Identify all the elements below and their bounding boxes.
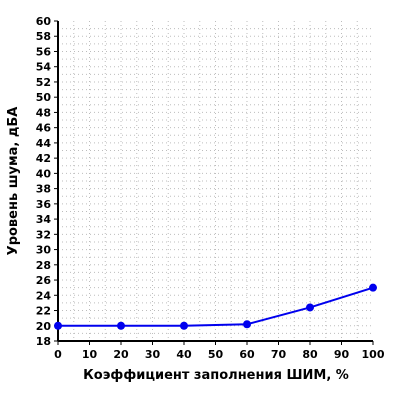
- x-tick-label: 100: [362, 348, 385, 361]
- x-tick-label: 10: [82, 348, 98, 361]
- x-tick-label: 50: [208, 348, 224, 361]
- y-tick-label: 36: [36, 198, 52, 211]
- y-tick-label: 32: [36, 228, 51, 241]
- y-axis-label: Уровень шума, дБА: [6, 107, 21, 256]
- y-tick-label: 48: [36, 106, 51, 119]
- x-tick-label: 60: [239, 348, 255, 361]
- y-tick-label: 44: [36, 137, 52, 150]
- grid-lines: [58, 21, 373, 341]
- series-group: [54, 283, 377, 330]
- y-tick-label: 34: [36, 213, 52, 226]
- y-tick-label: 28: [36, 259, 51, 272]
- x-tick-label: 80: [302, 348, 318, 361]
- y-tick-label: 46: [36, 122, 52, 135]
- y-tick-label: 54: [36, 61, 52, 74]
- x-tick-label: 40: [176, 348, 192, 361]
- y-tick-label: 40: [36, 167, 52, 180]
- x-tick-label: 70: [271, 348, 287, 361]
- data-point: [54, 321, 62, 330]
- y-tick-label: 18: [36, 335, 51, 348]
- y-tick-label: 24: [36, 289, 52, 302]
- y-tick-label: 30: [36, 244, 52, 257]
- data-point: [369, 283, 377, 292]
- x-tick-labels: 0 10 20 30 40 50 60 70 80 90 100: [54, 348, 385, 361]
- data-point: [243, 320, 251, 329]
- data-point: [306, 303, 314, 312]
- x-axis-label: Коэффициент заполнения ШИМ, %: [83, 368, 349, 383]
- y-tick-label: 50: [36, 91, 52, 104]
- y-tick-label: 22: [36, 305, 51, 318]
- data-point: [117, 321, 125, 330]
- y-tick-label: 26: [36, 274, 52, 287]
- y-tick-label: 60: [36, 15, 52, 28]
- x-tick-label: 20: [113, 348, 129, 361]
- x-tick-label: 90: [334, 348, 350, 361]
- y-tick-labels: 18 20 22 24 26 28 30 32 34 36 38 40 42 44 46 48 50 52 54 56…: [36, 15, 52, 348]
- y-tick-label: 42: [36, 152, 51, 165]
- chart-axes: [54, 20, 374, 345]
- y-tick-label: 58: [36, 30, 51, 43]
- y-tick-label: 20: [36, 320, 52, 333]
- x-tick-label: 30: [145, 348, 161, 361]
- data-point: [180, 321, 188, 330]
- series-line: [58, 286, 374, 327]
- y-tick-label: 52: [36, 76, 51, 89]
- x-tick-label: 0: [54, 348, 62, 361]
- y-tick-label: 38: [36, 183, 51, 196]
- y-tick-label: 56: [36, 45, 52, 58]
